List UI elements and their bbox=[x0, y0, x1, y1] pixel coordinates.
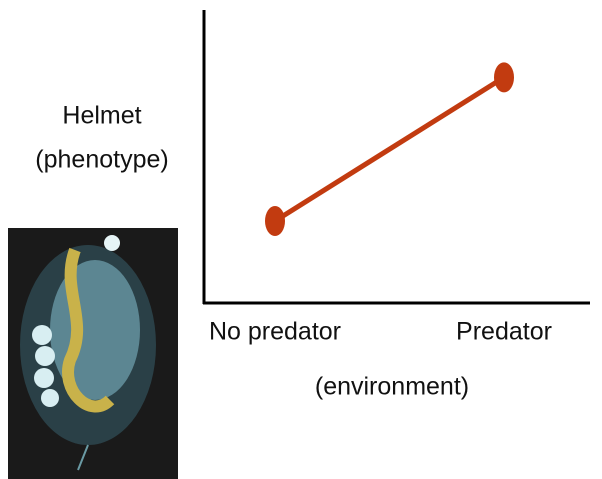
daphnia-photo bbox=[8, 228, 178, 479]
x-tick-label: Predator bbox=[456, 318, 552, 346]
data-line bbox=[273, 75, 506, 224]
x-axis-label: (environment) bbox=[315, 373, 469, 401]
data-point bbox=[494, 62, 514, 93]
x-tick-label: No predator bbox=[209, 318, 341, 346]
y-axis-label: (phenotype) bbox=[35, 146, 168, 174]
data-point bbox=[265, 205, 285, 236]
y-axis-label: Helmet bbox=[62, 102, 141, 130]
